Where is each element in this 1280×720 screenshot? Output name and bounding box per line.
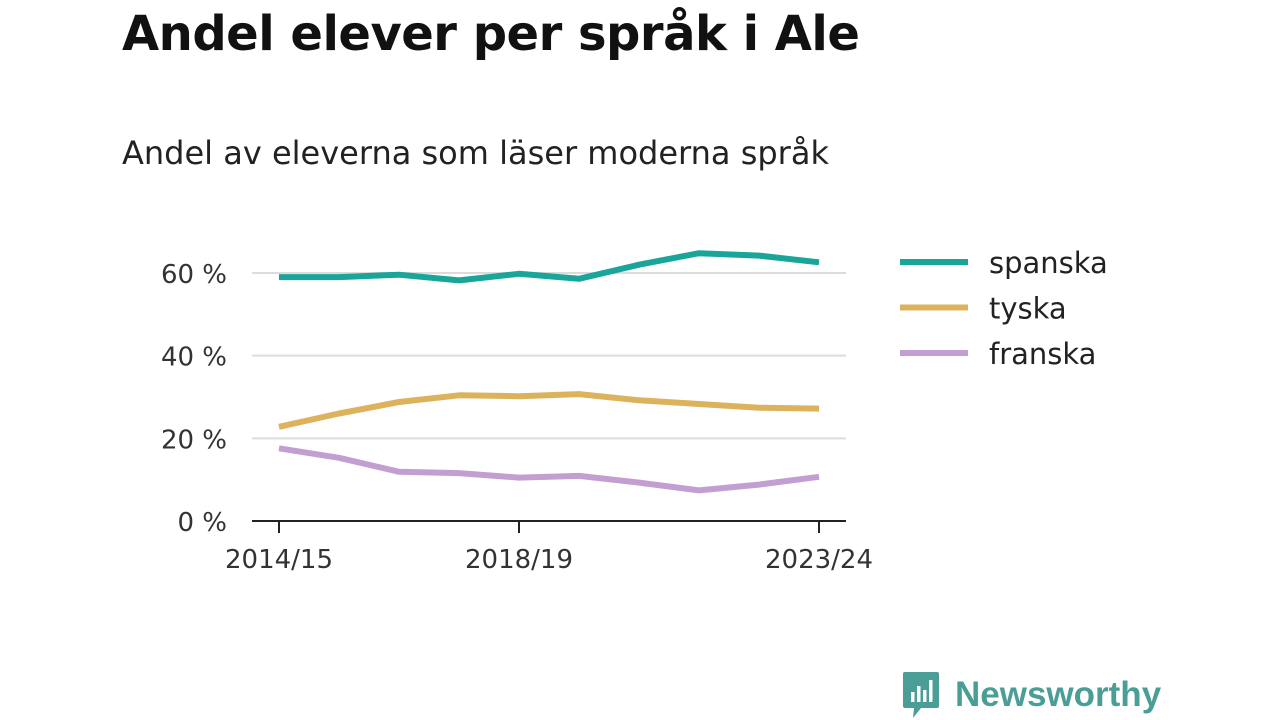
y-tick-label: 40 % xyxy=(161,343,227,373)
y-tick-label: 60 % xyxy=(161,260,227,290)
x-axis: 2014/15 2018/19 2023/24 xyxy=(225,520,873,575)
series-line-spanska xyxy=(279,250,820,284)
series-line-tyska xyxy=(278,391,820,430)
x-tick-label: 2014/15 xyxy=(225,545,333,575)
legend-label-spanska: spanska xyxy=(989,246,1108,280)
brand-name: Newsworthy xyxy=(955,675,1162,714)
y-axis: 0 % 20 % 40 % 60 % xyxy=(161,260,227,538)
legend-label-franska: franska xyxy=(989,337,1096,371)
x-tick-label: 2018/19 xyxy=(465,545,573,575)
series-line-franska xyxy=(278,445,820,494)
x-tick-label: 2023/24 xyxy=(765,545,873,575)
series-lines xyxy=(278,250,820,494)
legend: spanska tyska franska xyxy=(900,246,1108,371)
grid-lines xyxy=(252,272,846,440)
y-tick-label: 0 % xyxy=(177,508,227,538)
chart-subtitle: Andel av eleverna som läser moderna språ… xyxy=(122,134,829,172)
legend-label-tyska: tyska xyxy=(989,292,1067,326)
chart-title: Andel elever per språk i Ale xyxy=(122,6,860,62)
bar-chart-icon xyxy=(903,672,939,718)
y-tick-label: 20 % xyxy=(161,425,227,455)
brand-logo: Newsworthy xyxy=(901,670,1161,720)
